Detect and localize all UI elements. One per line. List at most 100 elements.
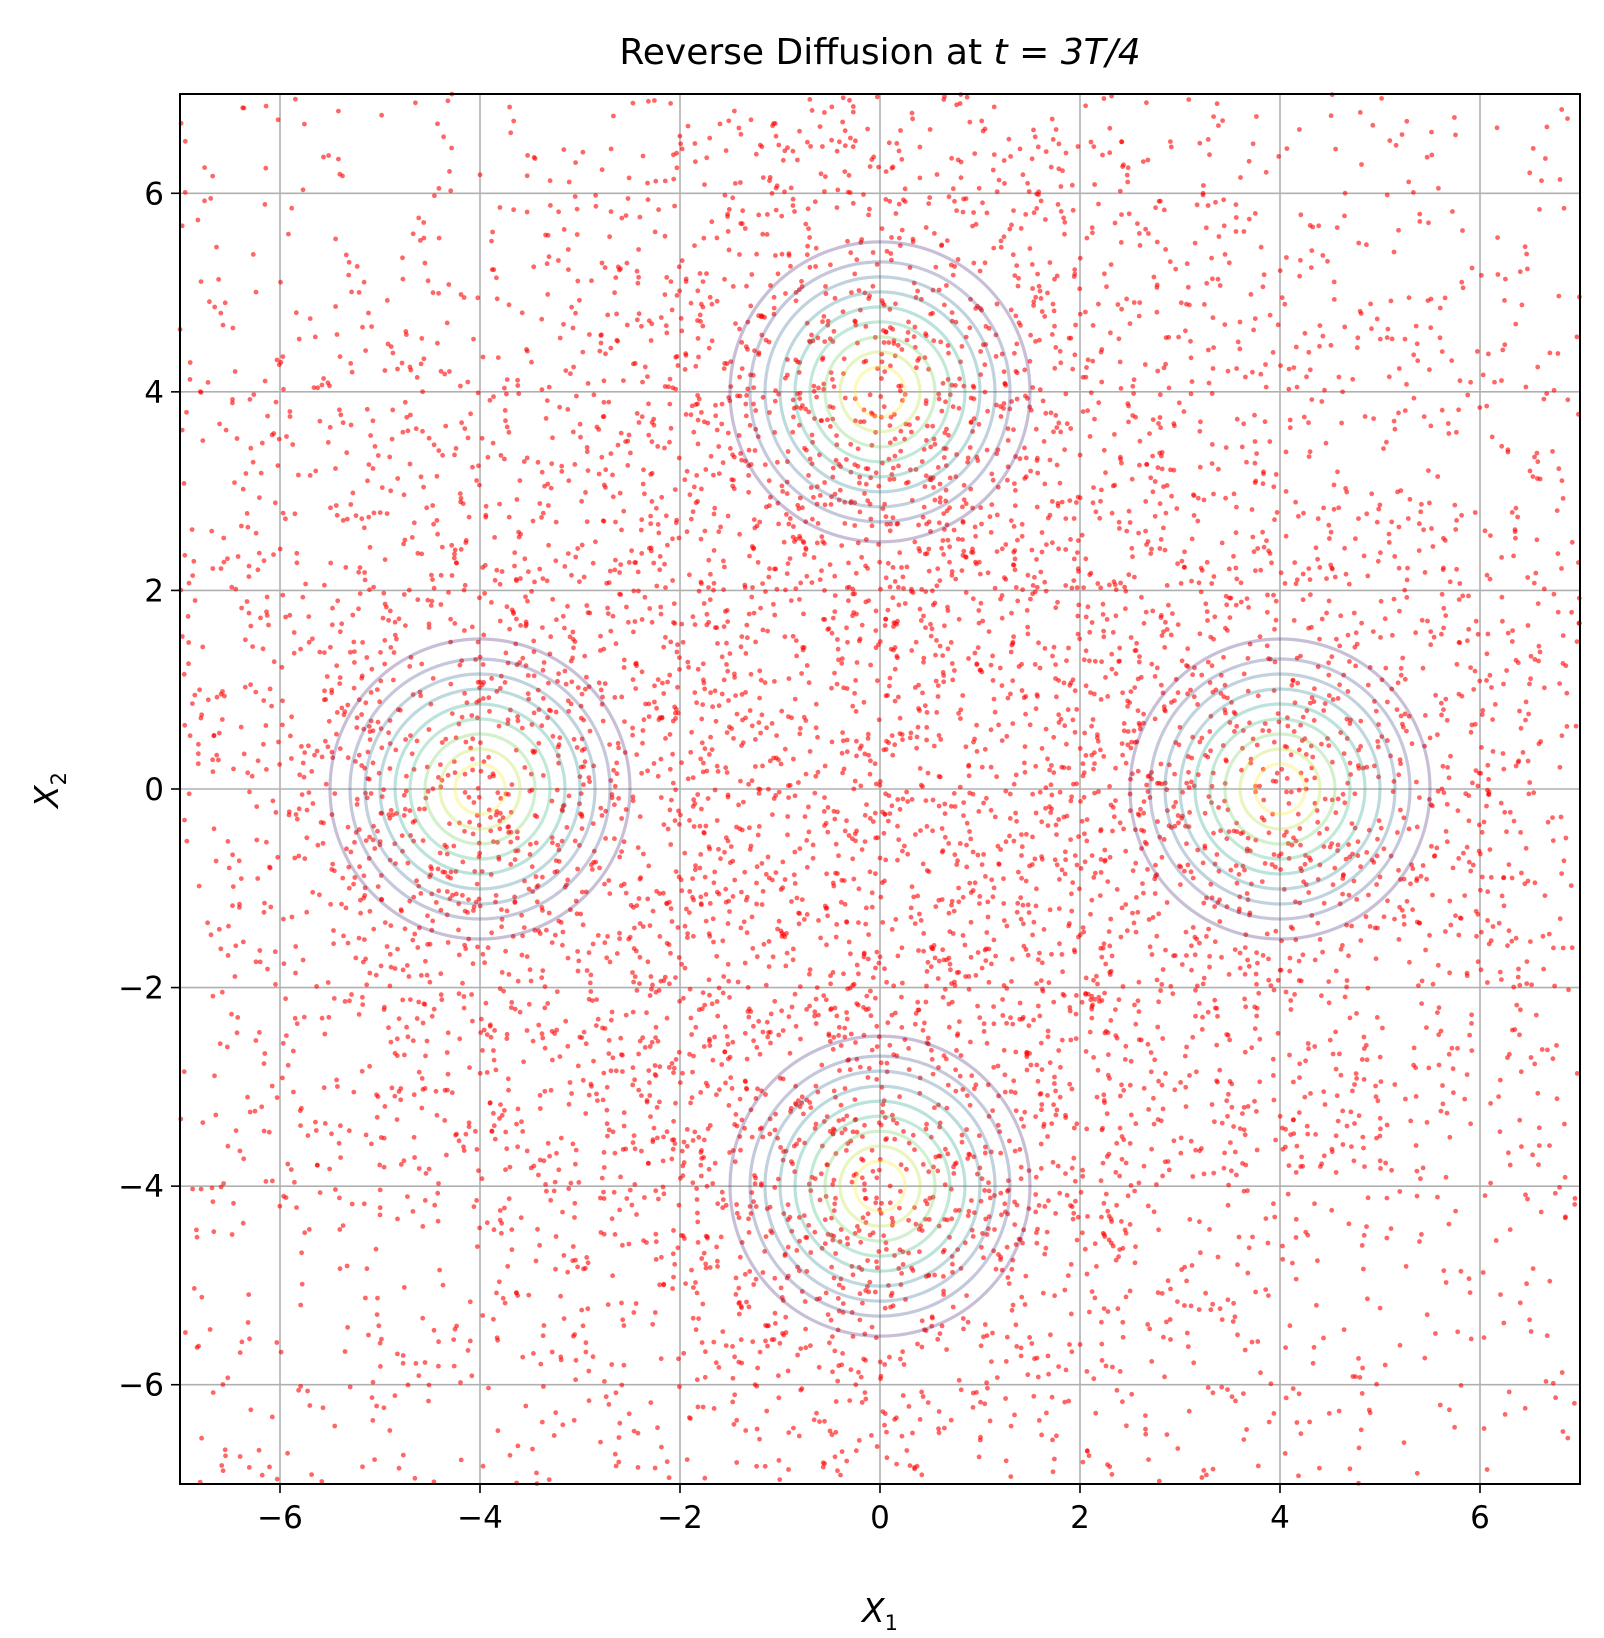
- scatter-point: [859, 554, 864, 560]
- scatter-point: [685, 659, 691, 665]
- scatter-point: [797, 846, 803, 851]
- scatter-point: [783, 291, 788, 296]
- scatter-point: [788, 185, 794, 191]
- scatter-point: [276, 436, 282, 442]
- scatter-point: [1034, 1240, 1040, 1246]
- scatter-point: [972, 151, 978, 157]
- scatter-point: [867, 293, 872, 299]
- scatter-point: [526, 886, 532, 892]
- scatter-point: [1222, 781, 1228, 786]
- scatter-point: [535, 1226, 540, 1232]
- scatter-point: [1143, 226, 1148, 232]
- scatter-point: [1306, 1046, 1311, 1052]
- scatter-point: [982, 746, 988, 752]
- scatter-point: [947, 475, 953, 481]
- scatter-point: [386, 617, 391, 623]
- scatter-point: [790, 1161, 795, 1167]
- scatter-point: [1157, 392, 1163, 398]
- scatter-point: [902, 392, 908, 397]
- scatter-point: [367, 737, 373, 742]
- scatter-point: [395, 1216, 400, 1222]
- scatter-point: [506, 1196, 512, 1202]
- scatter-point: [903, 421, 909, 427]
- scatter-point: [1055, 202, 1061, 207]
- scatter-point: [429, 1013, 435, 1019]
- scatter-point: [1260, 284, 1266, 290]
- scatter-point: [263, 165, 269, 171]
- scatter-point: [1545, 819, 1551, 825]
- scatter-point: [300, 594, 306, 600]
- scatter-point: [536, 707, 542, 713]
- scatter-point: [1164, 900, 1170, 905]
- scatter-point: [1513, 505, 1519, 511]
- scatter-point: [1289, 842, 1295, 848]
- scatter-point: [319, 1479, 325, 1484]
- scatter-point: [1075, 538, 1081, 543]
- scatter-point: [1123, 760, 1129, 766]
- scatter-point: [1074, 1121, 1080, 1127]
- scatter-point: [630, 100, 636, 106]
- scatter-point: [544, 578, 550, 584]
- scatter-point: [978, 1198, 984, 1204]
- scatter-point: [465, 379, 471, 385]
- scatter-point: [461, 1144, 466, 1150]
- scatter-point: [369, 324, 374, 329]
- scatter-point: [581, 574, 587, 580]
- scatter-point: [702, 874, 708, 880]
- scatter-point: [619, 215, 625, 221]
- scatter-point: [1364, 1057, 1370, 1063]
- scatter-point: [879, 351, 885, 357]
- scatter-point: [889, 235, 894, 240]
- scatter-point: [1064, 421, 1070, 427]
- scatter-point: [825, 1162, 830, 1168]
- scatter-point: [574, 393, 579, 399]
- scatter-point: [1219, 540, 1225, 546]
- scatter-point: [1186, 97, 1192, 102]
- scatter-point: [835, 1327, 841, 1333]
- scatter-point: [704, 155, 710, 161]
- scatter-point: [886, 456, 892, 462]
- scatter-point: [810, 439, 815, 445]
- scatter-point: [275, 854, 281, 860]
- scatter-point: [829, 104, 835, 110]
- scatter-point: [1155, 819, 1160, 824]
- scatter-point: [987, 1418, 993, 1424]
- scatter-point: [1053, 605, 1059, 611]
- scatter-point: [525, 673, 531, 678]
- scatter-point: [1221, 197, 1227, 203]
- scatter-point: [1128, 1112, 1134, 1118]
- scatter-point: [572, 1215, 577, 1220]
- scatter-point: [1366, 827, 1372, 833]
- scatter-point: [637, 954, 643, 960]
- scatter-point: [382, 638, 388, 643]
- scatter-point: [488, 1022, 493, 1028]
- scatter-point: [1083, 103, 1088, 109]
- scatter-point: [1471, 687, 1477, 692]
- scatter-point: [1489, 434, 1495, 440]
- scatter-point: [418, 693, 424, 699]
- scatter-point: [261, 1061, 267, 1066]
- scatter-point: [1030, 583, 1036, 588]
- scatter-point: [881, 340, 887, 345]
- scatter-point: [636, 311, 642, 317]
- scatter-point: [1397, 1189, 1403, 1194]
- scatter-point: [742, 1125, 747, 1131]
- scatter-point: [319, 1015, 325, 1021]
- scatter-point: [1303, 1229, 1309, 1235]
- scatter-point: [1329, 841, 1335, 846]
- scatter-point: [679, 961, 685, 967]
- scatter-point: [762, 680, 768, 685]
- scatter-point: [328, 505, 333, 511]
- scatter-point: [652, 683, 657, 689]
- scatter-point: [1358, 311, 1364, 316]
- scatter-point: [561, 147, 567, 153]
- scatter-point: [962, 942, 968, 948]
- scatter-point: [1090, 358, 1096, 364]
- scatter-point: [298, 1302, 304, 1308]
- scatter-point: [400, 429, 406, 435]
- scatter-point: [1248, 760, 1254, 766]
- scatter-point: [1370, 122, 1376, 128]
- scatter-point: [1113, 613, 1119, 619]
- scatter-point: [945, 1151, 951, 1157]
- scatter-point: [406, 974, 412, 979]
